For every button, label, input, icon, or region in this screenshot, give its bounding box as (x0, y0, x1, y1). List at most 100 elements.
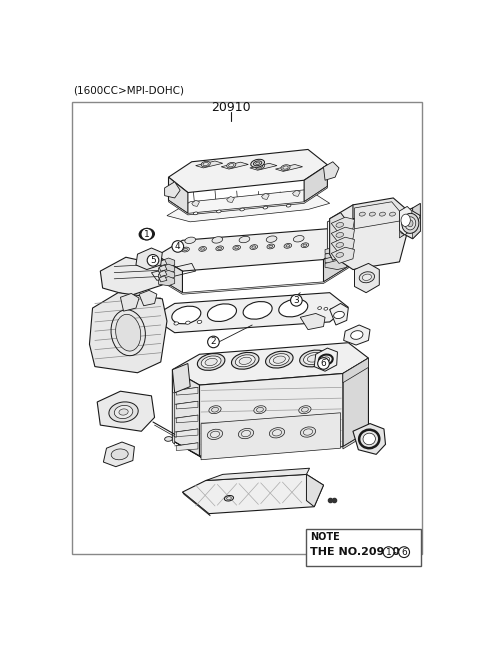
Ellipse shape (318, 307, 322, 309)
Polygon shape (159, 271, 167, 276)
Text: 3: 3 (293, 296, 299, 305)
Polygon shape (353, 424, 385, 455)
Ellipse shape (197, 354, 225, 370)
Ellipse shape (324, 307, 328, 310)
Text: 1: 1 (144, 230, 150, 238)
Polygon shape (353, 198, 405, 219)
Ellipse shape (252, 246, 256, 248)
Text: NOTE: NOTE (311, 532, 340, 542)
Polygon shape (314, 348, 337, 371)
Polygon shape (176, 443, 198, 451)
Ellipse shape (351, 331, 363, 339)
Polygon shape (343, 431, 369, 449)
Text: (1600CC>MPI-DOHC): (1600CC>MPI-DOHC) (73, 86, 184, 96)
Ellipse shape (273, 356, 286, 364)
Ellipse shape (269, 245, 273, 248)
Ellipse shape (301, 407, 308, 412)
Polygon shape (172, 343, 369, 385)
Ellipse shape (114, 405, 133, 419)
Polygon shape (401, 208, 420, 239)
Ellipse shape (293, 236, 304, 242)
Polygon shape (168, 187, 327, 215)
Ellipse shape (184, 248, 188, 251)
Ellipse shape (241, 430, 251, 437)
Polygon shape (324, 244, 348, 282)
Polygon shape (331, 237, 355, 253)
Ellipse shape (227, 496, 231, 500)
Text: 6: 6 (401, 548, 407, 557)
Polygon shape (182, 492, 210, 516)
Polygon shape (167, 189, 330, 222)
Polygon shape (196, 161, 223, 168)
Ellipse shape (165, 437, 172, 441)
Circle shape (383, 547, 394, 557)
Ellipse shape (243, 301, 272, 319)
Polygon shape (250, 163, 277, 170)
Circle shape (147, 255, 159, 266)
Polygon shape (201, 413, 340, 460)
Polygon shape (330, 213, 345, 260)
Ellipse shape (174, 322, 179, 325)
Polygon shape (300, 314, 325, 329)
Bar (72, 102, 422, 555)
Ellipse shape (210, 431, 219, 438)
Ellipse shape (207, 304, 237, 322)
Ellipse shape (212, 236, 223, 243)
Circle shape (141, 229, 153, 240)
Polygon shape (157, 267, 348, 294)
Ellipse shape (254, 405, 266, 414)
Ellipse shape (279, 299, 308, 317)
Ellipse shape (231, 352, 259, 369)
Polygon shape (327, 215, 344, 262)
Ellipse shape (303, 352, 324, 365)
Polygon shape (158, 276, 175, 286)
Polygon shape (200, 373, 343, 456)
Polygon shape (100, 257, 162, 296)
Ellipse shape (111, 449, 128, 460)
Ellipse shape (402, 214, 419, 233)
Ellipse shape (286, 245, 290, 247)
Ellipse shape (336, 223, 344, 227)
Polygon shape (344, 325, 370, 345)
Ellipse shape (281, 164, 290, 170)
Ellipse shape (142, 231, 152, 237)
Polygon shape (159, 265, 167, 271)
Circle shape (290, 295, 302, 306)
Ellipse shape (216, 246, 224, 251)
Ellipse shape (199, 246, 206, 252)
Circle shape (399, 547, 409, 557)
Ellipse shape (218, 247, 222, 250)
Polygon shape (306, 474, 324, 507)
Ellipse shape (336, 253, 344, 257)
Ellipse shape (209, 405, 221, 414)
Ellipse shape (363, 433, 375, 445)
Ellipse shape (228, 164, 234, 167)
Text: 5: 5 (150, 256, 156, 265)
Polygon shape (159, 276, 167, 282)
Polygon shape (172, 393, 175, 444)
Ellipse shape (300, 427, 316, 437)
Ellipse shape (216, 210, 221, 213)
Ellipse shape (299, 405, 311, 414)
Polygon shape (355, 263, 379, 293)
Ellipse shape (185, 237, 195, 244)
Ellipse shape (336, 233, 344, 237)
Polygon shape (331, 217, 355, 233)
Polygon shape (158, 264, 175, 273)
Ellipse shape (284, 244, 292, 248)
Ellipse shape (265, 351, 293, 368)
Polygon shape (330, 303, 348, 325)
Ellipse shape (239, 236, 250, 243)
Polygon shape (158, 271, 175, 280)
Polygon shape (192, 200, 200, 206)
Polygon shape (136, 248, 162, 270)
Polygon shape (176, 415, 198, 422)
Polygon shape (221, 162, 248, 169)
Ellipse shape (362, 274, 372, 280)
Polygon shape (168, 177, 188, 214)
Ellipse shape (257, 165, 263, 168)
Ellipse shape (197, 320, 202, 324)
Circle shape (172, 240, 184, 252)
Ellipse shape (201, 248, 204, 250)
Ellipse shape (227, 162, 236, 168)
